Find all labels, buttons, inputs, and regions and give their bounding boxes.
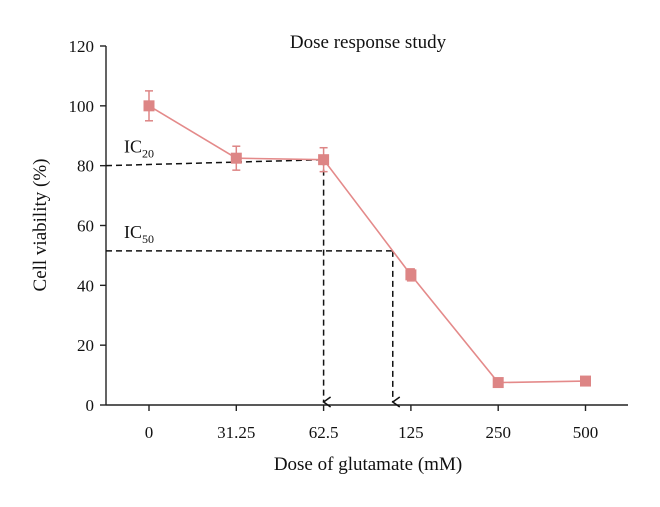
x-tick-label: 62.5 bbox=[309, 423, 339, 442]
ic-label: IC50 bbox=[124, 222, 154, 246]
x-tick-label: 0 bbox=[145, 423, 154, 442]
x-tick-label: 250 bbox=[485, 423, 511, 442]
x-tick-label: 500 bbox=[573, 423, 599, 442]
y-tick-label: 120 bbox=[69, 37, 95, 56]
ic-guide-horizontal bbox=[105, 158, 324, 167]
x-tick-label: 125 bbox=[398, 423, 424, 442]
series-line bbox=[148, 105, 586, 384]
chart-title: Dose response study bbox=[290, 32, 447, 53]
ic-label: IC20 bbox=[124, 137, 154, 161]
y-tick-label: 60 bbox=[77, 217, 94, 236]
y-tick-label: 0 bbox=[86, 396, 95, 415]
y-axis-title: Cell viability (%) bbox=[30, 159, 51, 292]
data-point bbox=[580, 375, 591, 387]
data-point bbox=[143, 100, 155, 112]
y-tick-label: 40 bbox=[77, 276, 94, 295]
data-point bbox=[405, 269, 417, 281]
y-tick-label: 80 bbox=[77, 157, 94, 176]
data-point bbox=[230, 152, 242, 164]
y-tick-label: 100 bbox=[69, 97, 95, 116]
data-point bbox=[318, 154, 330, 166]
plot-area: 0 20 40 60 80 100 120 0 31.25 62.5 125 250 500 IC20 IC… bbox=[69, 37, 628, 442]
x-tick-label: 31.25 bbox=[217, 423, 255, 442]
y-tick-label: 20 bbox=[77, 336, 94, 355]
x-axis-title: Dose of glutamate (mM) bbox=[274, 454, 462, 475]
data-point bbox=[492, 377, 504, 389]
